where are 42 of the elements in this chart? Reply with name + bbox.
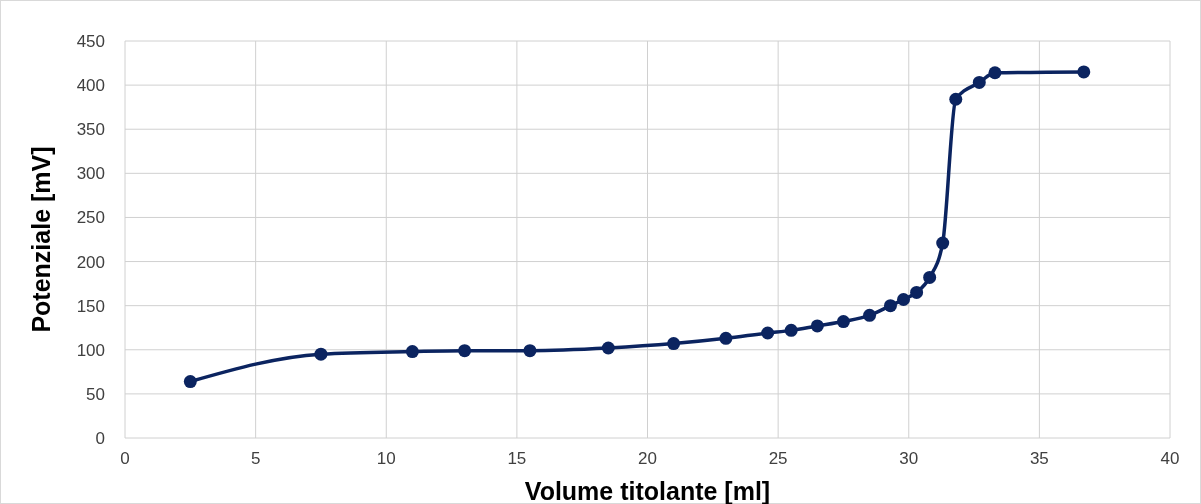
point	[810, 319, 824, 333]
x-tick-label: 0	[120, 449, 130, 468]
point	[601, 341, 615, 355]
y-tick-label: 150	[76, 296, 105, 316]
x-tick-label: 30	[899, 449, 919, 468]
y-tick-label: 450	[76, 32, 105, 51]
point	[910, 285, 924, 299]
x-tick-label: 35	[1029, 449, 1049, 468]
y-tick-label: 350	[76, 120, 105, 140]
y-tick-label: 50	[86, 384, 105, 404]
point	[988, 66, 1002, 80]
point	[923, 270, 937, 284]
point	[458, 344, 472, 358]
x-tick-label: 20	[638, 449, 657, 468]
point	[936, 236, 950, 250]
y-tick-label: 250	[76, 208, 105, 228]
point	[314, 347, 328, 361]
point	[523, 344, 537, 358]
point	[405, 345, 419, 359]
x-tick-label: 15	[507, 449, 527, 468]
y-tick-label: 200	[76, 252, 105, 272]
point	[863, 308, 877, 322]
point	[667, 337, 681, 351]
x-tick-label: 25	[768, 449, 788, 468]
x-tick-label: 40	[1160, 449, 1180, 468]
point	[719, 331, 733, 345]
y-tick-label: 0	[95, 429, 105, 448]
point	[972, 75, 986, 89]
point	[784, 323, 798, 337]
y-axis-title: Potenziale [mV]	[27, 146, 55, 333]
point	[1077, 65, 1091, 79]
x-tick-label: 5	[250, 449, 261, 468]
point	[183, 375, 197, 389]
y-tick-label: 100	[76, 340, 105, 360]
x-tick-label: 10	[376, 449, 396, 468]
point	[836, 315, 850, 329]
point	[883, 299, 897, 313]
point	[949, 92, 963, 106]
point	[761, 326, 775, 340]
point	[897, 292, 911, 306]
y-tick-label: 400	[76, 76, 105, 96]
y-tick-label: 300	[76, 164, 105, 184]
